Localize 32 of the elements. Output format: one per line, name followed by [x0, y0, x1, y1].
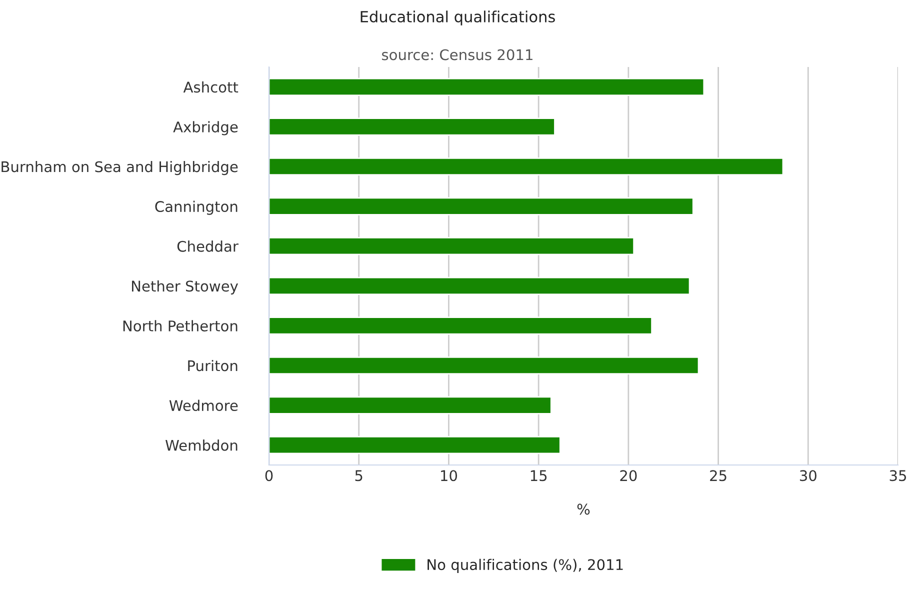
bar [269, 157, 784, 176]
y-tick-label: Puriton [188, 360, 238, 372]
x-axis-title: % [577, 504, 590, 515]
bar [269, 78, 705, 96]
y-tick-label: Axbridge [173, 121, 238, 136]
y-tick-label: North Petherton [123, 320, 238, 332]
x-tick-label: 25 [710, 470, 726, 482]
bar [269, 356, 700, 375]
x-tick-label: 10 [441, 470, 458, 482]
y-tick-label: Cheddar [177, 240, 238, 252]
y-tick-label: Cannington [155, 200, 238, 215]
x-tick-label: 30 [800, 470, 816, 482]
bar [269, 396, 552, 414]
x-tick-label: 15 [530, 470, 547, 482]
chart-title: Educational qualifications [360, 10, 555, 26]
x-tick-label: 5 [355, 470, 362, 482]
legend-label: No qualifications (%), 2011 [428, 558, 623, 573]
chart-subtitle: source: Census 2011 [382, 49, 532, 60]
y-tick-label: Wedmore [169, 400, 238, 412]
x-tick-label: 20 [620, 470, 637, 482]
x-tick-label: 0 [265, 470, 273, 482]
bar [269, 276, 690, 295]
y-tick-label: Nether Stowey [132, 280, 238, 294]
y-tick-label: Burnham on Sea and Highbridge [2, 160, 238, 176]
bar [269, 197, 694, 216]
bar [269, 118, 556, 136]
y-tick-label: Ashcott [183, 81, 238, 93]
bar [269, 237, 635, 256]
y-tick-label: Wembdon [166, 440, 238, 451]
bar [269, 316, 652, 335]
x-tick-label: 35 [890, 470, 906, 482]
bar [269, 436, 561, 454]
